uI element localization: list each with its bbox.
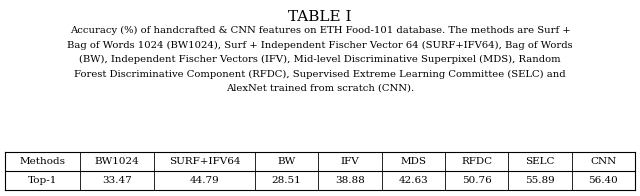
- Text: 55.89: 55.89: [525, 176, 555, 185]
- Text: 44.79: 44.79: [189, 176, 220, 185]
- Text: (BW), Independent Fischer Vectors (IFV), Mid-level Discriminative Superpixel (MD: (BW), Independent Fischer Vectors (IFV),…: [79, 55, 561, 64]
- Text: 42.63: 42.63: [398, 176, 428, 185]
- Text: MDS: MDS: [400, 157, 426, 166]
- Text: AlexNet trained from scratch (CNN).: AlexNet trained from scratch (CNN).: [226, 84, 414, 93]
- Text: SURF+IFV64: SURF+IFV64: [169, 157, 240, 166]
- Text: TABLE I: TABLE I: [288, 10, 352, 24]
- Text: Accuracy (%) of handcrafted & CNN features on ETH Food-101 database. The methods: Accuracy (%) of handcrafted & CNN featur…: [70, 26, 570, 35]
- Text: 56.40: 56.40: [588, 176, 618, 185]
- Text: RFDC: RFDC: [461, 157, 492, 166]
- Text: 50.76: 50.76: [461, 176, 492, 185]
- Text: Top-1: Top-1: [28, 176, 57, 185]
- Text: BW: BW: [277, 157, 296, 166]
- Text: 33.47: 33.47: [102, 176, 132, 185]
- Text: 38.88: 38.88: [335, 176, 365, 185]
- Text: 28.51: 28.51: [271, 176, 301, 185]
- Text: CNN: CNN: [590, 157, 616, 166]
- Text: Methods: Methods: [19, 157, 65, 166]
- Text: Bag of Words 1024 (BW1024), Surf + Independent Fischer Vector 64 (SURF+IFV64), B: Bag of Words 1024 (BW1024), Surf + Indep…: [67, 41, 573, 50]
- Text: IFV: IFV: [340, 157, 359, 166]
- Text: SELC: SELC: [525, 157, 555, 166]
- Text: Forest Discriminative Component (RFDC), Supervised Extreme Learning Committee (S: Forest Discriminative Component (RFDC), …: [74, 70, 566, 79]
- Text: BW1024: BW1024: [95, 157, 140, 166]
